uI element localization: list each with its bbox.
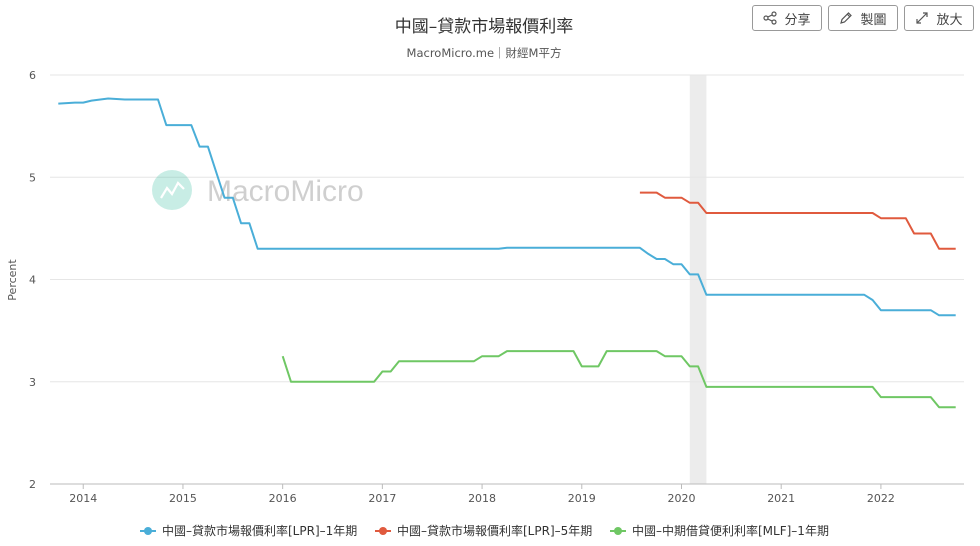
legend-item-2[interactable]: 中國–中期借貸便利利率[MLF]–1年期 [610,522,829,539]
x-tick-label: 2020 [667,492,695,505]
expand-icon [916,12,929,24]
legend-marker-icon [140,526,156,536]
data-series [58,97,956,409]
expand-label: 放大 [936,12,963,28]
legend-label: 中國–貸款市場報價利率[LPR]–5年期 [397,524,593,538]
draw-label: 製圖 [860,12,887,28]
pencil-icon [840,12,853,24]
watermark-chart-icon [160,181,185,199]
watermark-logo-icon [152,170,192,210]
y-tick-label: 3 [29,376,36,389]
y-tick-label: 4 [29,274,36,287]
x-tick-label: 2015 [169,492,197,505]
x-tick-label: 2018 [468,492,496,505]
share-button[interactable]: 分享 [752,5,822,31]
legend-label: 中國–中期借貸便利利率[MLF]–1年期 [632,524,829,538]
legend-item-0[interactable]: 中國–貸款市場報價利率[LPR]–1年期 [140,522,357,539]
x-tick-label: 2021 [767,492,795,505]
series-line-1[interactable] [639,191,956,250]
expand-button[interactable]: 放大 [904,5,974,31]
y-tick-label: 5 [29,171,36,184]
x-tick-label: 2016 [269,492,297,505]
share-icon [763,11,778,25]
gridlines [50,74,964,383]
watermark: MacroMicro [152,170,364,210]
y-tick-label: 6 [29,69,36,82]
chart-title: 中國–貸款市場報價利率 [394,17,574,37]
share-label: 分享 [784,12,811,28]
axes: 2 3 4 5 6 2014 2015 2016 2017 2018 2019 2020 2021 202… [29,69,964,505]
legend-label: 中國–貸款市場報價利率[LPR]–1年期 [162,524,358,538]
watermark-text: MacroMicro [207,175,364,208]
chart-legend: 中國–貸款市場報價利率[LPR]–1年期 中國–貸款市場報價利率[LPR]–5年期… [0,522,980,542]
x-tick-label: 2014 [69,492,97,505]
series-line-2[interactable] [281,350,956,409]
x-tick-label: 2019 [568,492,596,505]
y-axis-label: Percent [6,259,19,301]
chart-source: MacroMicro.me｜財經M平方 [406,46,562,60]
legend-marker-icon [610,526,626,536]
series-line-0[interactable] [58,97,956,317]
y-tick-label: 2 [29,478,36,491]
draw-button[interactable]: 製圖 [828,5,898,31]
x-tick-label: 2017 [368,492,396,505]
x-tick-label: 2022 [867,492,895,505]
legend-item-1[interactable]: 中國–貸款市場報價利率[LPR]–5年期 [375,522,592,539]
legend-marker-icon [375,526,391,536]
